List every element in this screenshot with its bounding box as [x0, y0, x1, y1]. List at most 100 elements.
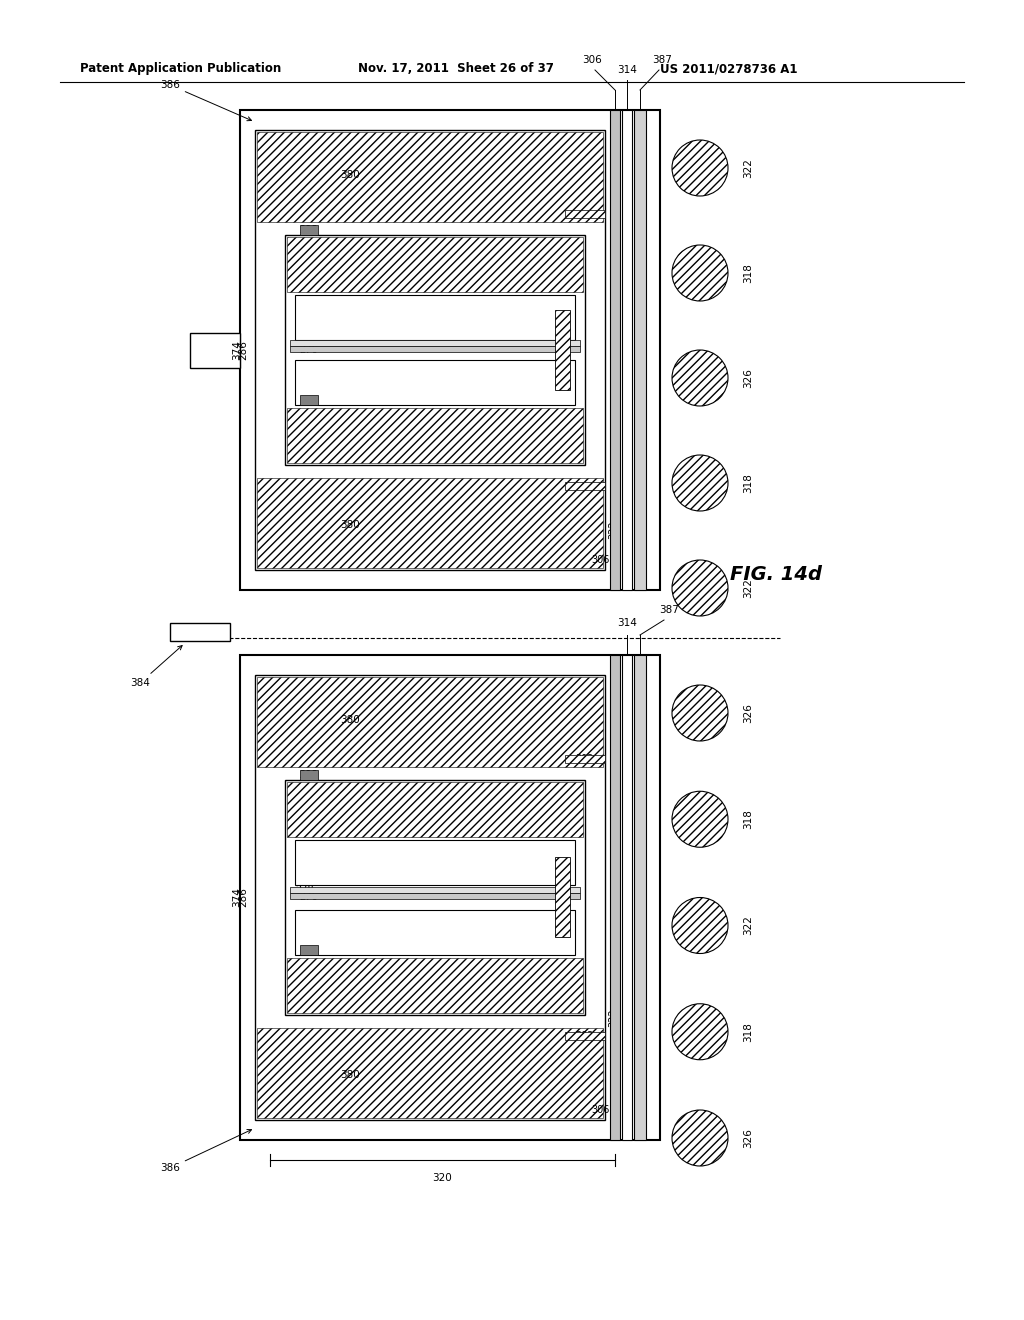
Text: 306: 306 — [591, 554, 609, 565]
Text: 276: 276 — [300, 892, 318, 902]
Bar — [295, 840, 575, 884]
Bar — [257, 677, 603, 767]
Text: 322: 322 — [743, 578, 753, 598]
Text: 318: 318 — [743, 809, 753, 829]
Text: 310: 310 — [558, 341, 568, 359]
Text: 306: 306 — [582, 55, 602, 65]
Bar — [287, 238, 583, 292]
Text: 380: 380 — [340, 520, 359, 531]
Text: 310: 310 — [558, 888, 568, 907]
Text: 277: 277 — [406, 857, 424, 867]
Text: 318: 318 — [743, 1022, 753, 1041]
Text: 302: 302 — [610, 521, 620, 540]
Bar — [295, 360, 575, 405]
Bar — [285, 235, 585, 465]
Circle shape — [672, 560, 728, 616]
Text: 314: 314 — [617, 65, 637, 75]
Text: 276: 276 — [300, 345, 318, 355]
Bar — [190, 333, 240, 368]
Text: 387: 387 — [659, 605, 679, 615]
Bar — [300, 945, 318, 954]
Text: 277: 277 — [406, 927, 424, 937]
Circle shape — [672, 246, 728, 301]
Circle shape — [672, 898, 728, 953]
Bar — [565, 482, 605, 490]
Bar — [255, 675, 605, 1119]
Text: 326: 326 — [743, 704, 753, 723]
Bar — [622, 655, 632, 1140]
Text: 278: 278 — [296, 884, 314, 895]
Bar — [257, 478, 603, 568]
Text: 298: 298 — [300, 395, 318, 405]
Bar — [240, 110, 660, 590]
Bar — [290, 346, 580, 352]
Circle shape — [672, 685, 728, 741]
Bar — [565, 1032, 605, 1040]
Bar — [287, 781, 583, 837]
Text: 322: 322 — [608, 1008, 618, 1027]
Bar — [287, 958, 583, 1012]
Text: 326: 326 — [743, 1129, 753, 1148]
Text: 277: 277 — [406, 378, 424, 387]
Text: 322: 322 — [608, 520, 618, 540]
Bar — [610, 655, 620, 1140]
Bar — [257, 132, 603, 222]
Bar — [290, 887, 580, 894]
Text: 298: 298 — [300, 945, 318, 954]
Bar — [300, 224, 318, 235]
Text: 380: 380 — [340, 715, 359, 725]
Circle shape — [672, 350, 728, 407]
Bar — [170, 623, 230, 642]
Text: 302: 302 — [575, 754, 594, 764]
Circle shape — [672, 140, 728, 195]
Bar — [622, 110, 632, 590]
Text: Patent Application Publication: Patent Application Publication — [80, 62, 282, 75]
Bar — [290, 894, 580, 899]
Text: 302: 302 — [610, 767, 620, 785]
Circle shape — [672, 791, 728, 847]
Bar — [555, 857, 570, 937]
Bar — [634, 110, 646, 590]
Text: 302: 302 — [610, 461, 620, 479]
Text: 277: 277 — [406, 312, 424, 322]
Text: 374: 374 — [232, 341, 242, 360]
Text: 318: 318 — [743, 263, 753, 282]
Text: 302: 302 — [610, 1008, 620, 1027]
Text: 302: 302 — [565, 795, 585, 805]
Bar — [300, 770, 318, 780]
Text: 314: 314 — [617, 618, 637, 628]
Text: 374: 374 — [232, 887, 242, 907]
Text: 380: 380 — [340, 1071, 359, 1080]
Text: 387: 387 — [652, 55, 672, 65]
Text: 286: 286 — [238, 341, 248, 360]
Text: 322: 322 — [743, 916, 753, 936]
Circle shape — [672, 1110, 728, 1166]
Text: 322: 322 — [743, 158, 753, 178]
Text: 326: 326 — [743, 368, 753, 388]
Text: Nov. 17, 2011  Sheet 26 of 37: Nov. 17, 2011 Sheet 26 of 37 — [358, 62, 554, 75]
Bar — [634, 655, 646, 1140]
Text: 384: 384 — [130, 645, 182, 688]
Circle shape — [672, 455, 728, 511]
Text: 306: 306 — [591, 1105, 609, 1115]
Text: 318: 318 — [743, 473, 753, 492]
Text: 302: 302 — [565, 249, 585, 260]
Text: 386: 386 — [160, 81, 252, 120]
Bar — [290, 341, 580, 346]
Text: 298: 298 — [300, 770, 318, 780]
Bar — [287, 408, 583, 463]
Bar — [610, 110, 620, 590]
Text: 298: 298 — [300, 224, 318, 235]
Text: 278: 278 — [296, 338, 314, 348]
Bar — [255, 129, 605, 570]
Text: 386: 386 — [160, 1130, 252, 1173]
Text: US 2011/0278736 A1: US 2011/0278736 A1 — [660, 62, 798, 75]
Bar — [295, 909, 575, 954]
Bar — [295, 294, 575, 341]
Bar — [300, 395, 318, 405]
Text: 302: 302 — [575, 1031, 594, 1041]
Text: 286: 286 — [238, 887, 248, 907]
Text: FIG. 14d: FIG. 14d — [730, 565, 822, 585]
Text: 302: 302 — [610, 220, 620, 239]
Bar — [565, 755, 605, 763]
